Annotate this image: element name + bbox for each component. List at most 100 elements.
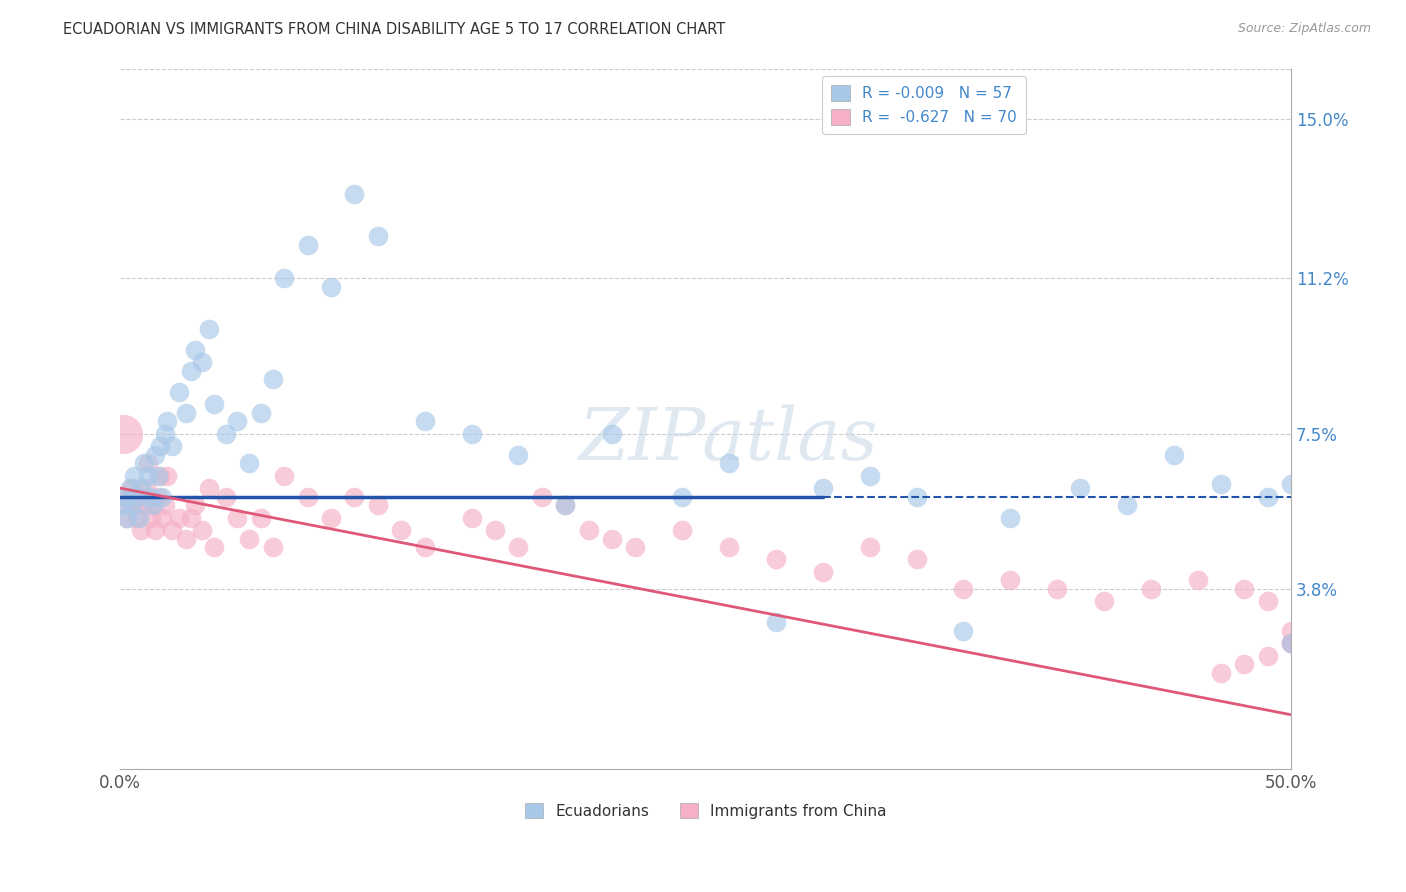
Point xyxy=(138,468,160,483)
Point xyxy=(718,456,741,470)
Point xyxy=(111,426,134,441)
Point xyxy=(139,510,162,524)
Point xyxy=(343,187,366,202)
Point xyxy=(389,523,412,537)
Point xyxy=(131,523,153,537)
Point xyxy=(226,414,249,428)
Point xyxy=(554,498,576,512)
Point xyxy=(111,490,134,504)
Point xyxy=(138,456,160,470)
Point xyxy=(156,468,179,483)
Point xyxy=(249,406,271,420)
Point xyxy=(152,490,174,504)
Point xyxy=(1163,448,1185,462)
Point xyxy=(117,510,139,524)
Point xyxy=(124,498,146,512)
Point xyxy=(191,523,214,537)
Point xyxy=(121,481,143,495)
Text: Source: ZipAtlas.com: Source: ZipAtlas.com xyxy=(1237,22,1371,36)
Point xyxy=(905,552,928,566)
Text: ECUADORIAN VS IMMIGRANTS FROM CHINA DISABILITY AGE 5 TO 17 CORRELATION CHART: ECUADORIAN VS IMMIGRANTS FROM CHINA DISA… xyxy=(63,22,725,37)
Point xyxy=(153,426,176,441)
Point xyxy=(174,406,197,420)
Point xyxy=(142,498,165,512)
Point xyxy=(145,448,167,462)
Point xyxy=(118,481,141,495)
Point xyxy=(174,532,197,546)
Point xyxy=(202,540,225,554)
Point xyxy=(1279,477,1302,491)
Point xyxy=(114,490,136,504)
Point xyxy=(952,624,974,638)
Point xyxy=(1209,665,1232,680)
Point xyxy=(139,490,162,504)
Point xyxy=(125,490,148,504)
Point xyxy=(1279,636,1302,650)
Point xyxy=(117,510,139,524)
Point xyxy=(530,490,553,504)
Point xyxy=(413,414,436,428)
Point xyxy=(484,523,506,537)
Point xyxy=(905,490,928,504)
Point xyxy=(1116,498,1139,512)
Point xyxy=(811,481,834,495)
Point xyxy=(952,582,974,596)
Point xyxy=(1069,481,1091,495)
Point xyxy=(142,498,165,512)
Point xyxy=(238,532,260,546)
Point xyxy=(184,343,207,357)
Point xyxy=(319,510,342,524)
Point xyxy=(460,426,482,441)
Point xyxy=(578,523,600,537)
Point xyxy=(180,510,202,524)
Point xyxy=(624,540,647,554)
Point xyxy=(132,456,155,470)
Point xyxy=(262,372,284,386)
Point xyxy=(413,540,436,554)
Point xyxy=(1303,607,1326,621)
Point xyxy=(160,523,183,537)
Point xyxy=(125,510,148,524)
Point xyxy=(167,384,190,399)
Point xyxy=(1233,582,1256,596)
Point xyxy=(215,426,238,441)
Point xyxy=(153,498,176,512)
Point xyxy=(198,321,221,335)
Point xyxy=(1092,594,1115,608)
Point xyxy=(1187,574,1209,588)
Point xyxy=(718,540,741,554)
Point xyxy=(1279,624,1302,638)
Point xyxy=(671,490,693,504)
Point xyxy=(343,490,366,504)
Point xyxy=(811,565,834,579)
Point xyxy=(297,490,319,504)
Point xyxy=(367,498,389,512)
Point xyxy=(1257,648,1279,663)
Point xyxy=(319,279,342,293)
Point xyxy=(128,490,150,504)
Point xyxy=(1209,477,1232,491)
Point xyxy=(1279,636,1302,650)
Point xyxy=(1257,490,1279,504)
Point xyxy=(671,523,693,537)
Point xyxy=(998,510,1021,524)
Text: ZIPatlas: ZIPatlas xyxy=(579,405,879,475)
Point xyxy=(198,481,221,495)
Point xyxy=(554,498,576,512)
Point xyxy=(202,397,225,411)
Point xyxy=(1279,636,1302,650)
Point xyxy=(998,574,1021,588)
Point xyxy=(249,510,271,524)
Point xyxy=(859,468,882,483)
Point xyxy=(149,468,172,483)
Point xyxy=(180,364,202,378)
Point xyxy=(1303,615,1326,630)
Point xyxy=(1233,657,1256,672)
Point xyxy=(765,615,787,630)
Point xyxy=(508,448,530,462)
Point xyxy=(121,498,143,512)
Point xyxy=(160,439,183,453)
Point xyxy=(600,532,623,546)
Point xyxy=(273,271,295,285)
Point xyxy=(215,490,238,504)
